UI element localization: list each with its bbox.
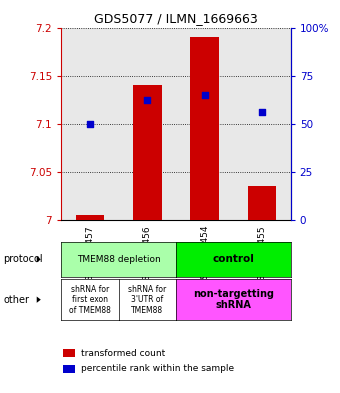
Bar (248, 186, 276, 220)
Text: TMEM88 depletion: TMEM88 depletion (77, 255, 160, 264)
Bar (190, 37, 219, 220)
Point (87, 121, 92, 127)
Text: transformed count: transformed count (81, 349, 166, 358)
Polygon shape (37, 296, 41, 303)
Text: shRNA for
first exon
of TMEM88: shRNA for first exon of TMEM88 (69, 285, 111, 314)
Text: control: control (212, 254, 254, 264)
Bar (133, 85, 162, 220)
Text: shRNA for
3'UTR of
TMEM88: shRNA for 3'UTR of TMEM88 (128, 285, 166, 314)
Text: non-targetting
shRNA: non-targetting shRNA (193, 289, 274, 310)
Text: protocol: protocol (3, 254, 43, 264)
Polygon shape (37, 256, 41, 263)
Text: other: other (3, 295, 29, 305)
Point (202, 92, 207, 98)
Point (259, 109, 265, 116)
Bar (75, 215, 104, 220)
Title: GDS5077 / ILMN_1669663: GDS5077 / ILMN_1669663 (94, 12, 258, 25)
Bar (64, 349, 74, 357)
Point (144, 97, 150, 103)
Bar (64, 365, 74, 373)
Text: percentile rank within the sample: percentile rank within the sample (81, 364, 235, 373)
